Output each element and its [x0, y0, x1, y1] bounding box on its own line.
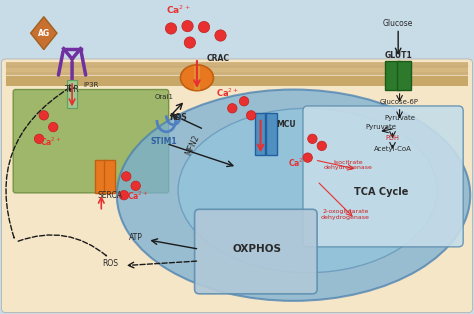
Polygon shape	[31, 17, 57, 50]
Text: Glucose: Glucose	[383, 19, 413, 28]
Bar	[67, 80, 77, 108]
Text: GLUT1: GLUT1	[384, 51, 412, 60]
Text: Orai1: Orai1	[155, 94, 173, 100]
Circle shape	[228, 104, 237, 113]
Text: ROS: ROS	[102, 259, 118, 268]
Circle shape	[121, 172, 131, 181]
Text: Ca$^{2+}$: Ca$^{2+}$	[216, 86, 239, 99]
Circle shape	[215, 30, 226, 41]
Circle shape	[48, 122, 58, 132]
FancyArrowPatch shape	[18, 235, 107, 256]
Text: PDH: PDH	[385, 135, 400, 141]
Circle shape	[239, 97, 249, 106]
Text: CRAC: CRAC	[207, 54, 229, 63]
Circle shape	[39, 111, 48, 120]
Circle shape	[317, 141, 327, 151]
Text: ATP: ATP	[129, 233, 143, 242]
Text: 2-oxoglutarate
dehydrogenase: 2-oxoglutarate dehydrogenase	[321, 209, 370, 220]
Circle shape	[308, 134, 317, 143]
Text: IP3R: IP3R	[84, 82, 99, 88]
Circle shape	[131, 181, 140, 191]
Circle shape	[165, 23, 177, 34]
Text: MFN2: MFN2	[183, 134, 201, 157]
Text: STIM1: STIM1	[151, 137, 177, 145]
Text: MCU: MCU	[277, 120, 296, 129]
Ellipse shape	[178, 108, 438, 273]
Text: SERCA: SERCA	[97, 191, 122, 199]
Text: AG: AG	[38, 29, 50, 38]
Text: Ca$^{2+}$: Ca$^{2+}$	[166, 4, 191, 16]
Bar	[194, 66, 200, 89]
Circle shape	[35, 134, 44, 143]
Ellipse shape	[117, 89, 470, 301]
Circle shape	[303, 153, 312, 162]
Circle shape	[198, 21, 210, 33]
FancyBboxPatch shape	[13, 89, 169, 193]
Text: TCR: TCR	[64, 85, 80, 94]
Bar	[397, 61, 411, 89]
Text: Acetyl-CoA: Acetyl-CoA	[374, 146, 411, 152]
Text: TCA Cycle: TCA Cycle	[354, 187, 408, 197]
Circle shape	[119, 191, 128, 200]
FancyBboxPatch shape	[195, 209, 317, 294]
Text: Ca$^{2+}$: Ca$^{2+}$	[128, 189, 149, 202]
Bar	[255, 113, 265, 155]
Bar	[104, 160, 116, 193]
FancyBboxPatch shape	[303, 106, 463, 247]
Text: Ca$^{2+}$: Ca$^{2+}$	[40, 135, 62, 148]
FancyArrowPatch shape	[6, 88, 70, 238]
Bar	[6, 76, 468, 86]
Bar	[95, 160, 106, 193]
Text: Pyruvate: Pyruvate	[384, 115, 415, 121]
Circle shape	[182, 20, 193, 32]
Bar	[266, 113, 277, 155]
Text: Glucose-6P: Glucose-6P	[380, 99, 419, 105]
Text: OXPHOS: OXPHOS	[232, 244, 281, 253]
Text: Pyruvate: Pyruvate	[365, 124, 396, 130]
Text: ROS: ROS	[169, 113, 187, 122]
Bar	[385, 61, 400, 89]
Circle shape	[184, 37, 196, 48]
Bar	[6, 62, 468, 75]
Text: Isocitrate
dehydrogenase: Isocitrate dehydrogenase	[323, 160, 372, 171]
Ellipse shape	[181, 65, 213, 91]
Circle shape	[246, 111, 256, 120]
FancyBboxPatch shape	[1, 59, 473, 313]
Text: Ca$^{2+}$: Ca$^{2+}$	[288, 157, 309, 169]
